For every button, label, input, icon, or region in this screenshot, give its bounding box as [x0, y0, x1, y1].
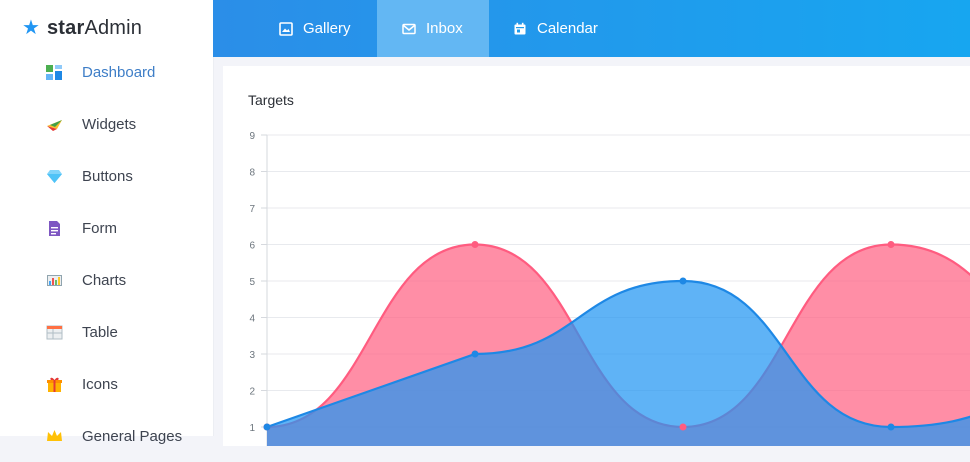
sidebar-item-label: Buttons [82, 167, 133, 185]
sidebar-item-label: General Pages [82, 427, 183, 445]
series-1-point[interactable] [471, 241, 479, 248]
brand-name: starAdmin [46, 16, 143, 39]
sidebar-item-form[interactable]: Form [0, 202, 213, 254]
sidebar-item-label: Dashboard [82, 63, 156, 81]
series-2-point[interactable] [887, 423, 895, 431]
tab-label: Inbox [426, 20, 463, 37]
y-tick-label: 9 [249, 131, 255, 142]
sidebar: ★ starAdmin Dashboard Widgets [0, 0, 214, 445]
mail-icon [402, 23, 416, 34]
series-2-point[interactable] [471, 350, 479, 358]
sidebar-item-label: Icons [82, 375, 118, 393]
gift-icon [47, 377, 62, 392]
tab-gallery[interactable]: Gallery [267, 0, 379, 57]
series-2-area [267, 281, 970, 446]
sidebar-item-dashboard[interactable]: Dashboard [0, 46, 213, 98]
charts-icon [47, 274, 62, 286]
top-navbar: Gallery Inbox Calendar [213, 0, 970, 57]
sidebar-item-table[interactable]: Table [0, 306, 213, 358]
tab-label: Calendar [537, 20, 598, 37]
tab-label: Gallery [303, 20, 351, 37]
calendar-icon [514, 22, 526, 34]
table-icon [46, 325, 63, 339]
sidebar-item-charts[interactable]: Charts [0, 254, 213, 306]
sidebar-item-label: Widgets [82, 115, 137, 133]
form-icon [49, 220, 60, 236]
tab-calendar[interactable]: Calendar [503, 0, 633, 57]
sidebar-item-label: Form [82, 219, 117, 237]
sidebar-item-widgets[interactable]: Widgets [0, 98, 213, 150]
gallery-icon [279, 21, 293, 36]
targets-chart: 1 2 3 4 5 6 7 8 9 [249, 131, 970, 446]
widgets-icon [47, 119, 62, 131]
series-2-point[interactable] [263, 423, 271, 431]
series-1-point[interactable] [887, 241, 895, 248]
sidebar-item-label: Table [82, 323, 118, 341]
series-2-point[interactable] [679, 277, 687, 285]
sidebar-item-icons[interactable]: Icons [0, 358, 213, 410]
y-tick-label: 6 [249, 241, 255, 252]
y-tick-label: 7 [249, 204, 255, 215]
diamond-icon [47, 169, 62, 183]
crown-icon [47, 429, 62, 441]
y-tick-label: 1 [249, 423, 255, 434]
sidebar-item-general-pages[interactable]: General Pages [0, 410, 213, 462]
y-tick-label: 4 [249, 314, 255, 325]
y-tick-label: 2 [249, 387, 255, 398]
tab-inbox[interactable]: Inbox [377, 0, 489, 57]
star-icon: ★ [22, 17, 40, 39]
series-2-line [266, 279, 970, 429]
series-1-point[interactable] [679, 423, 687, 431]
y-tick-label: 8 [249, 168, 255, 179]
brand-logo[interactable]: ★ starAdmin [22, 14, 142, 42]
y-tick-label: 5 [249, 277, 255, 288]
y-tick-label: 3 [249, 350, 255, 361]
targets-card: Targets 1 2 3 4 5 6 7 8 9 [223, 66, 970, 446]
sidebar-item-label: Charts [82, 271, 127, 289]
sidebar-item-buttons[interactable]: Buttons [0, 150, 213, 202]
dashboard-icon [46, 64, 62, 80]
card-title: Targets [248, 92, 294, 108]
